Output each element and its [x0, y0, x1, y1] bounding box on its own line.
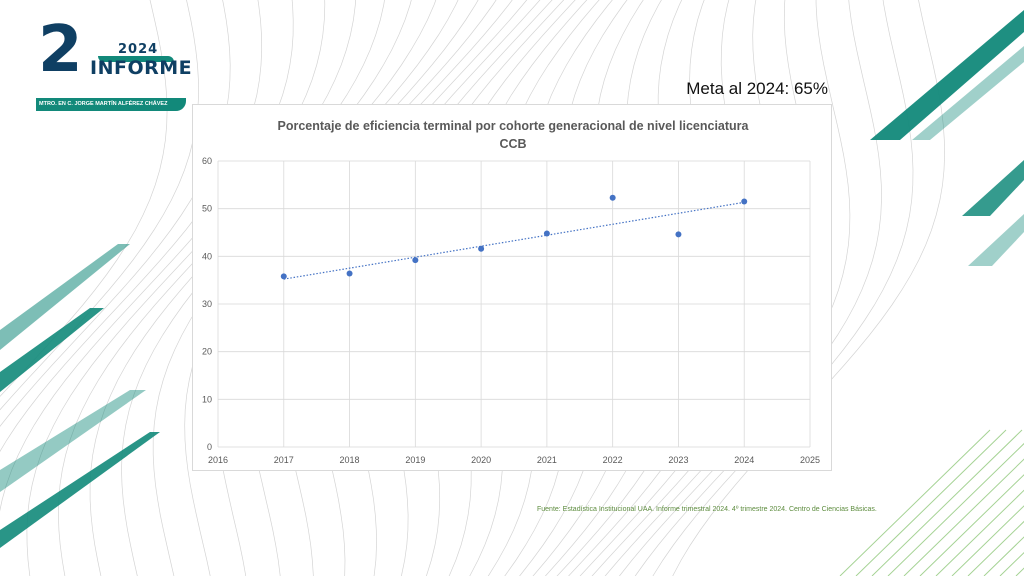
y-tick-label: 20 — [202, 347, 212, 357]
logo-subtitle: MTRO. EN C. JORGE MARTÍN ALFÉREZ CHÁVEZ — [36, 98, 186, 111]
y-tick-label: 0 — [207, 442, 212, 452]
data-point — [346, 270, 353, 277]
data-point — [543, 230, 550, 237]
x-tick-label: 2018 — [340, 455, 360, 465]
informe-logo: 2 2024 INFORME MTRO. EN C. JORGE MARTÍN … — [36, 18, 193, 116]
data-point — [280, 273, 287, 280]
y-tick-label: 50 — [202, 204, 212, 214]
x-tick-label: 2017 — [274, 455, 294, 465]
teal-stripes-right — [870, 10, 1024, 266]
logo-year: 2024 — [118, 42, 159, 57]
x-tick-label: 2024 — [734, 455, 754, 465]
x-tick-label: 2025 — [800, 455, 820, 465]
x-tick-label: 2019 — [405, 455, 425, 465]
logo-word: INFORME — [90, 57, 193, 79]
chart-title-block: Porcentaje de eficiencia terminal por co… — [193, 117, 833, 153]
source-note: Fuente: Estadística Institucional UAA. I… — [537, 506, 877, 513]
data-point — [741, 198, 748, 205]
x-tick-label: 2022 — [603, 455, 623, 465]
x-tick-label: 2020 — [471, 455, 491, 465]
grid — [217, 160, 811, 448]
scatter-plot: 0 10 20 30 40 50 60 2016 2017 2018 2019 2020 2021 202… — [202, 156, 820, 465]
teal-stripes-left — [0, 244, 160, 548]
logo-number: 2 — [38, 13, 83, 87]
chart-title: Porcentaje de eficiencia terminal por co… — [277, 119, 749, 133]
x-tick-label: 2023 — [668, 455, 688, 465]
x-tick-label: 2021 — [537, 455, 557, 465]
x-tick-label: 2016 — [208, 455, 228, 465]
y-tick-label: 40 — [202, 251, 212, 261]
chart-subtitle: CCB — [499, 137, 527, 151]
data-point — [609, 194, 616, 201]
y-tick-label: 60 — [202, 156, 212, 166]
logo-swoosh — [98, 56, 174, 62]
goal-text: Meta al 2024: 65% — [686, 79, 828, 98]
trendline — [283, 201, 745, 280]
data-point — [675, 231, 682, 238]
data-point — [478, 245, 485, 252]
chart-container: Porcentaje de eficiencia terminal por co… — [192, 104, 832, 471]
y-tick-label: 30 — [202, 299, 212, 309]
data-point — [412, 257, 419, 264]
y-tick-label: 10 — [202, 394, 212, 404]
